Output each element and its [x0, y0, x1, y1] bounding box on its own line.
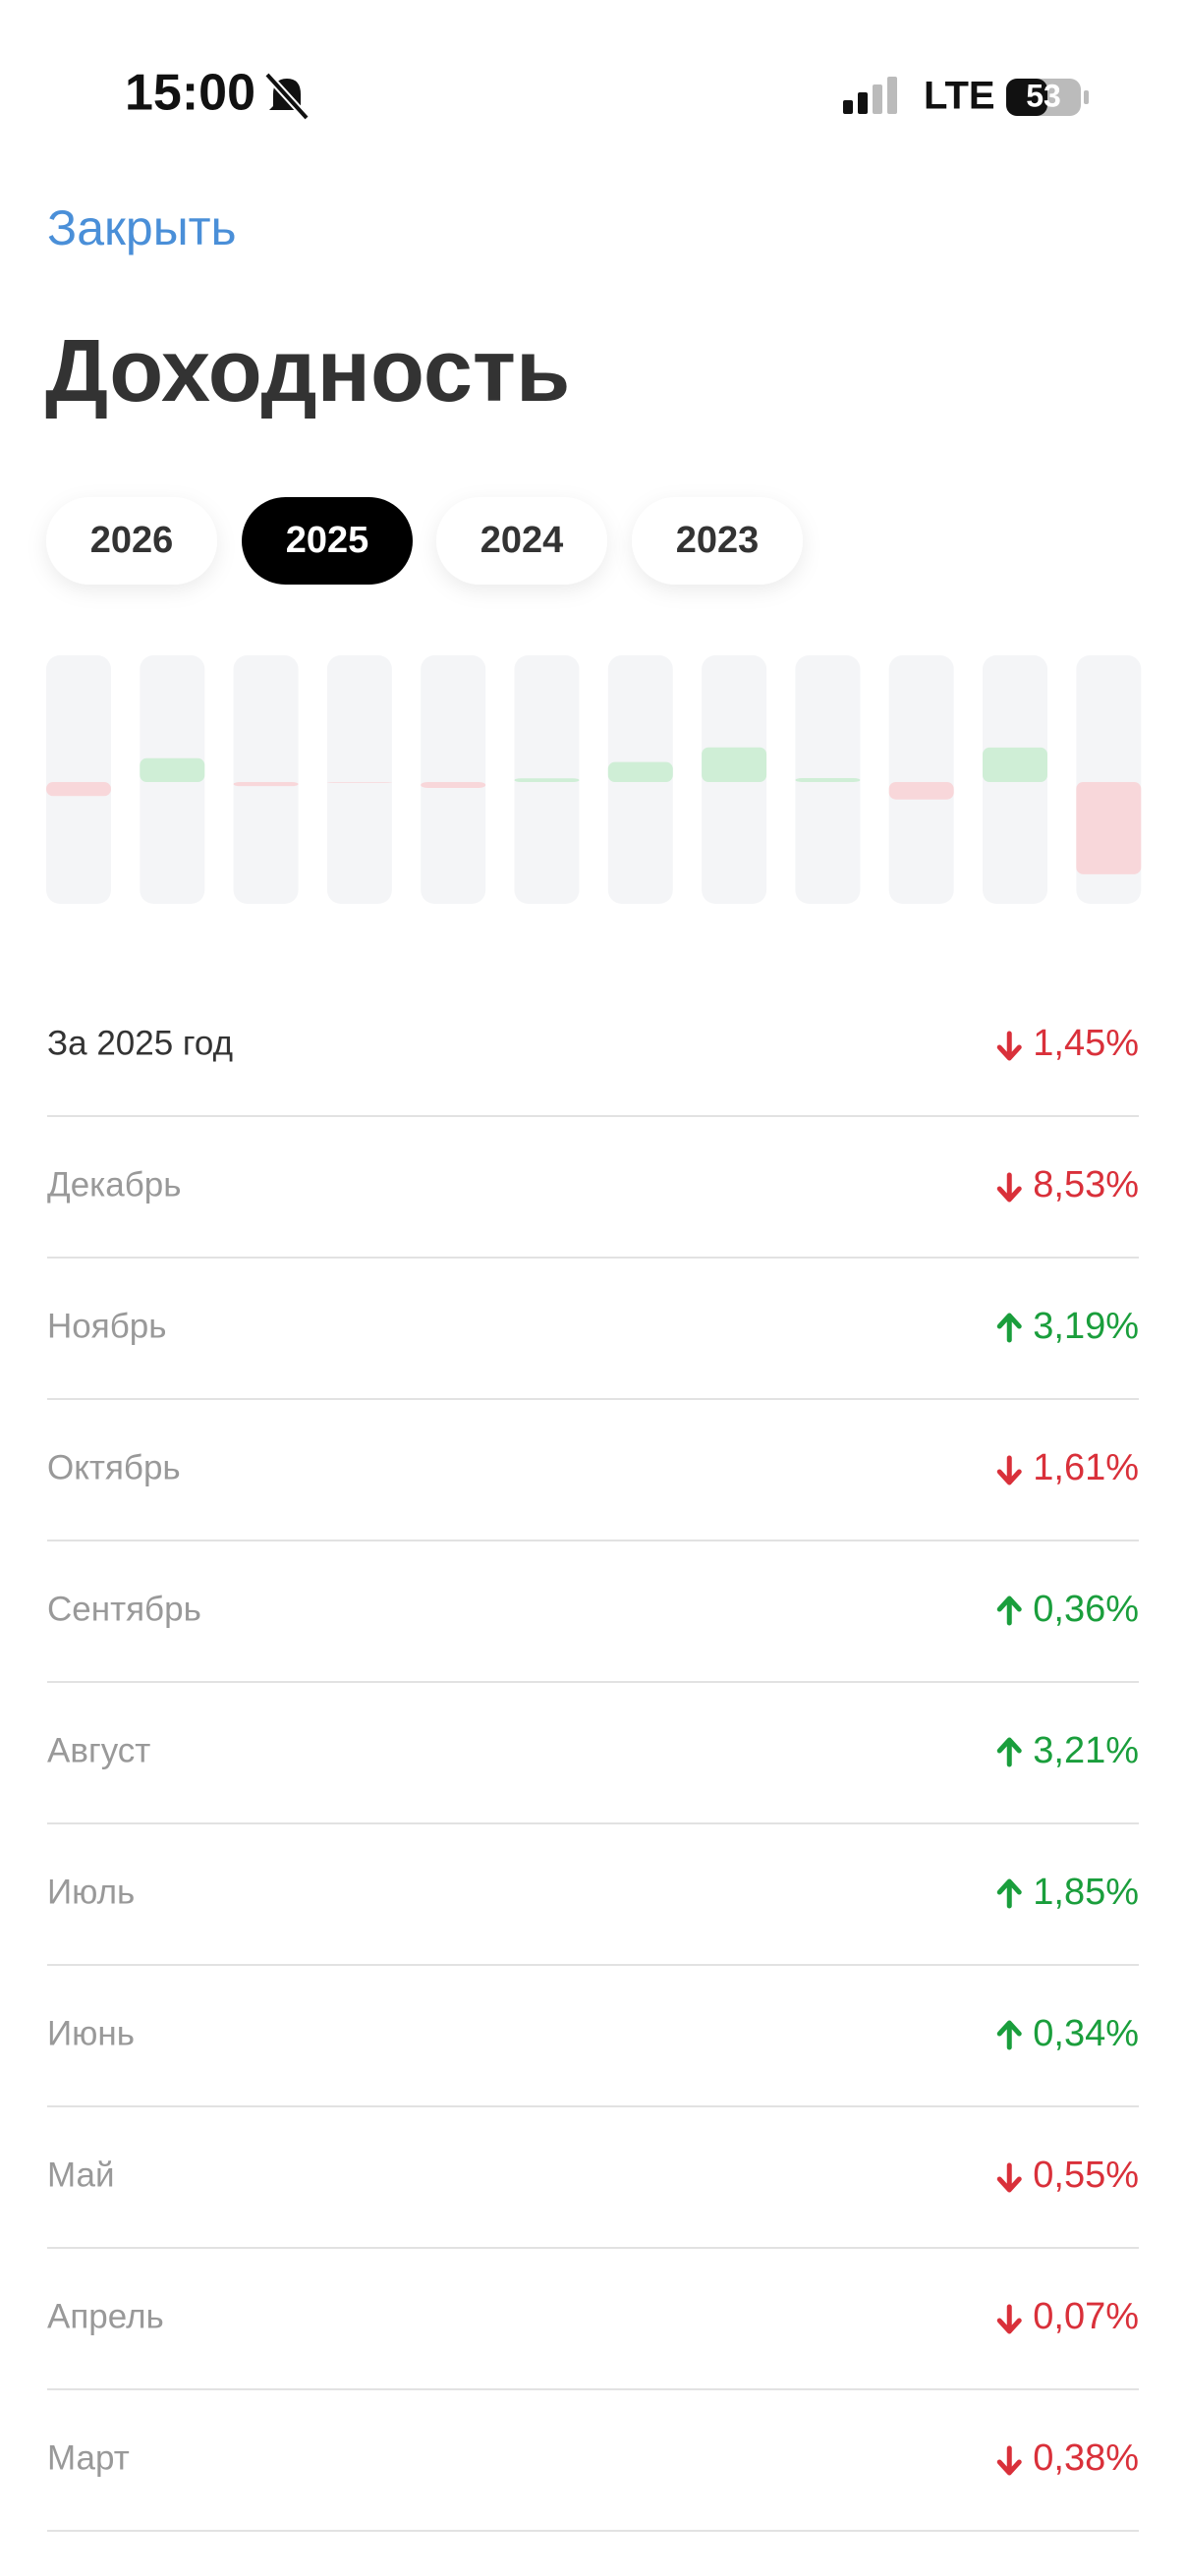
- battery-icon: [1006, 79, 1089, 116]
- row-label: Август: [47, 1731, 150, 1769]
- bar: [421, 782, 486, 789]
- row-value: 0,36%: [1033, 1589, 1139, 1630]
- year-tab-label: 2025: [286, 520, 369, 561]
- row-label: Март: [47, 2438, 130, 2477]
- bar-track: [326, 655, 392, 904]
- bar-track: [421, 655, 486, 904]
- row-value: 3,19%: [1033, 1306, 1139, 1347]
- bar-track: [233, 655, 299, 904]
- arrow-down: [996, 1031, 1022, 1061]
- year-tab-label: 2023: [676, 520, 760, 561]
- bar: [983, 747, 1047, 782]
- year-tab[interactable]: [436, 497, 607, 585]
- year-tab[interactable]: [632, 497, 803, 585]
- arrow-down: [996, 2304, 1022, 2334]
- arrow-down: [996, 1455, 1022, 1485]
- network: LTE: [924, 75, 995, 118]
- bar: [233, 782, 299, 787]
- row-label: Июнь: [47, 2014, 135, 2052]
- row-label: За 2025 год: [47, 1024, 233, 1062]
- battery-level: 53: [1026, 78, 1061, 113]
- bar: [514, 778, 580, 782]
- bar: [46, 782, 111, 797]
- bar: [795, 778, 861, 782]
- arrow-up: [996, 1313, 1022, 1343]
- row-value: 0,34%: [1033, 2013, 1139, 2054]
- arrow-down: [996, 1172, 1022, 1203]
- arrow-up: [996, 2020, 1022, 2050]
- row-value: 1,85%: [1033, 1872, 1139, 1913]
- bar: [607, 761, 673, 782]
- arrow-up: [996, 1737, 1022, 1767]
- row-label: Май: [47, 2156, 115, 2194]
- bar: [140, 757, 205, 782]
- signal-icon: [843, 77, 897, 114]
- row-label: Декабрь: [47, 1165, 181, 1204]
- bar: [1076, 782, 1142, 874]
- arrow-down: [996, 2445, 1022, 2476]
- year-tab-label: 2026: [90, 520, 174, 561]
- bar-track: [46, 655, 111, 904]
- row-label: Сентябрь: [47, 1590, 201, 1628]
- mute-icon: [264, 72, 310, 121]
- bar: [326, 782, 392, 783]
- bar: [702, 747, 767, 782]
- row-value: 0,38%: [1033, 2437, 1139, 2479]
- year-tab[interactable]: [46, 497, 217, 585]
- row-value: 0,55%: [1033, 2155, 1139, 2196]
- row-value: 3,21%: [1033, 1730, 1139, 1771]
- row-label: Ноябрь: [47, 1307, 166, 1345]
- row-value: 1,61%: [1033, 1447, 1139, 1488]
- row-label: Октябрь: [47, 1448, 181, 1486]
- arrow-up: [996, 1878, 1022, 1909]
- bar-track: [888, 655, 954, 904]
- arrow-up: [996, 1596, 1022, 1626]
- row-value: 0,07%: [1033, 2296, 1139, 2337]
- status-time: 15:00: [125, 65, 255, 122]
- arrow-down: [996, 2162, 1022, 2193]
- close-button[interactable]: Закрыть: [47, 200, 237, 255]
- row-value: 8,53%: [1033, 1164, 1139, 1205]
- row-label: Апрель: [47, 2297, 164, 2335]
- year-tab-label: 2024: [480, 520, 564, 561]
- row-label: Июль: [47, 1873, 135, 1911]
- row-value: 1,45%: [1033, 1023, 1139, 1064]
- year-tab[interactable]: [242, 497, 413, 585]
- page-title: Доходность: [45, 322, 570, 420]
- bar: [888, 782, 954, 800]
